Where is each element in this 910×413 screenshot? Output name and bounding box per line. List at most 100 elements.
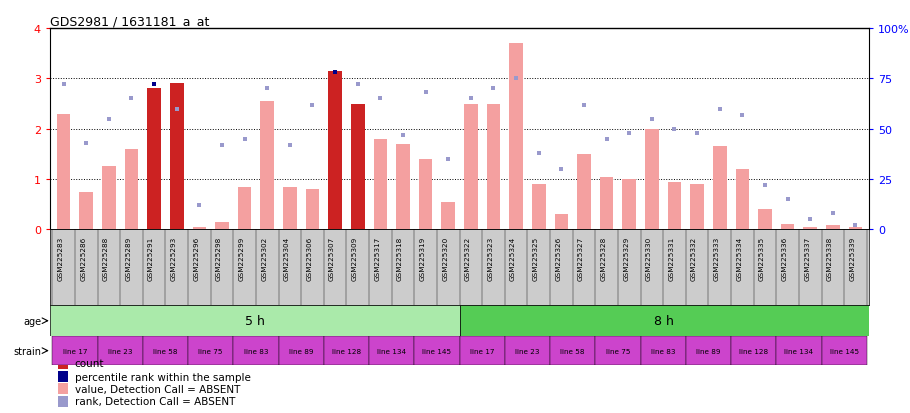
Text: GSM225307: GSM225307 <box>329 236 335 280</box>
Text: line 23: line 23 <box>108 348 133 354</box>
Text: GSM225337: GSM225337 <box>804 236 810 280</box>
Text: GSM225296: GSM225296 <box>193 236 199 280</box>
Bar <box>532 185 545 230</box>
Text: GSM225339: GSM225339 <box>849 236 855 280</box>
Text: line 134: line 134 <box>377 348 406 354</box>
Bar <box>56 114 70 230</box>
Bar <box>238 187 251 230</box>
Bar <box>781 225 794 230</box>
Text: line 145: line 145 <box>422 348 451 354</box>
Text: percentile rank within the sample: percentile rank within the sample <box>75 372 250 382</box>
Bar <box>193 228 207 230</box>
Bar <box>369 337 414 365</box>
Text: line 83: line 83 <box>244 348 268 354</box>
Text: GSM225322: GSM225322 <box>465 236 470 280</box>
Bar <box>487 104 501 230</box>
Text: line 17: line 17 <box>470 348 494 354</box>
Bar <box>668 182 682 230</box>
Bar <box>188 337 233 365</box>
Bar <box>143 337 188 365</box>
Bar <box>79 192 93 230</box>
Bar <box>215 222 228 230</box>
Bar <box>804 228 817 230</box>
Text: GSM225319: GSM225319 <box>420 236 426 280</box>
Text: GSM225304: GSM225304 <box>284 236 290 280</box>
Bar <box>595 337 641 365</box>
Bar <box>58 396 68 407</box>
Text: line 145: line 145 <box>830 348 859 354</box>
Bar <box>58 372 68 382</box>
Bar <box>283 187 297 230</box>
Text: rank, Detection Call = ABSENT: rank, Detection Call = ABSENT <box>75 396 235 406</box>
Text: GSM225291: GSM225291 <box>148 236 154 280</box>
Text: value, Detection Call = ABSENT: value, Detection Call = ABSENT <box>75 384 240 394</box>
Text: line 23: line 23 <box>515 348 540 354</box>
Text: GSM225332: GSM225332 <box>691 236 697 280</box>
Bar <box>396 145 410 230</box>
Bar <box>460 305 869 337</box>
Bar <box>414 337 460 365</box>
Bar <box>374 140 387 230</box>
Text: count: count <box>75 358 104 368</box>
Bar <box>102 167 116 230</box>
Text: line 128: line 128 <box>332 348 361 354</box>
Bar <box>849 228 863 230</box>
Bar <box>735 170 749 230</box>
Text: GSM225306: GSM225306 <box>307 236 312 280</box>
Bar <box>58 383 68 394</box>
Text: strain: strain <box>14 346 42 356</box>
Bar <box>58 358 68 369</box>
Text: 8 h: 8 h <box>654 314 674 328</box>
Bar <box>510 44 523 230</box>
Bar <box>460 337 505 365</box>
Text: GSM225299: GSM225299 <box>238 236 245 280</box>
Bar <box>329 71 342 230</box>
Bar <box>278 337 324 365</box>
Text: GSM225328: GSM225328 <box>601 236 607 280</box>
Bar <box>713 147 726 230</box>
Text: GSM225330: GSM225330 <box>646 236 652 280</box>
Bar <box>776 337 822 365</box>
Text: GSM225336: GSM225336 <box>782 236 787 280</box>
Text: line 58: line 58 <box>561 348 585 354</box>
Text: GSM225283: GSM225283 <box>57 236 64 280</box>
Bar <box>686 337 731 365</box>
Bar <box>50 305 460 337</box>
Text: GSM225335: GSM225335 <box>759 236 765 280</box>
Bar <box>351 104 365 230</box>
Bar <box>641 337 686 365</box>
Text: GSM225298: GSM225298 <box>216 236 222 280</box>
Text: GSM225302: GSM225302 <box>261 236 268 280</box>
Text: 5 h: 5 h <box>245 314 265 328</box>
Text: GSM225325: GSM225325 <box>532 236 539 280</box>
Bar <box>505 337 550 365</box>
Bar <box>260 102 274 230</box>
Bar <box>550 337 595 365</box>
Text: line 89: line 89 <box>696 348 721 354</box>
Bar <box>554 215 568 230</box>
Bar <box>441 202 455 230</box>
Text: line 75: line 75 <box>606 348 630 354</box>
Text: GSM225320: GSM225320 <box>442 236 449 280</box>
Text: line 75: line 75 <box>198 348 223 354</box>
Bar <box>419 159 432 230</box>
Text: GSM225309: GSM225309 <box>352 236 358 280</box>
Text: GDS2981 / 1631181_a_at: GDS2981 / 1631181_a_at <box>50 15 209 28</box>
Text: GSM225286: GSM225286 <box>80 236 86 280</box>
Bar <box>645 129 659 230</box>
Bar <box>464 104 478 230</box>
Text: line 134: line 134 <box>784 348 814 354</box>
Bar <box>233 337 278 365</box>
Text: GSM225324: GSM225324 <box>511 236 516 280</box>
Text: age: age <box>24 316 42 326</box>
Text: GSM225333: GSM225333 <box>713 236 720 280</box>
Text: GSM225329: GSM225329 <box>623 236 629 280</box>
Bar <box>125 150 138 230</box>
Bar <box>822 337 867 365</box>
Bar <box>758 210 772 230</box>
Bar <box>577 154 591 230</box>
Text: line 58: line 58 <box>153 348 177 354</box>
Text: line 89: line 89 <box>289 348 313 354</box>
Bar <box>691 185 704 230</box>
Bar <box>622 180 636 230</box>
